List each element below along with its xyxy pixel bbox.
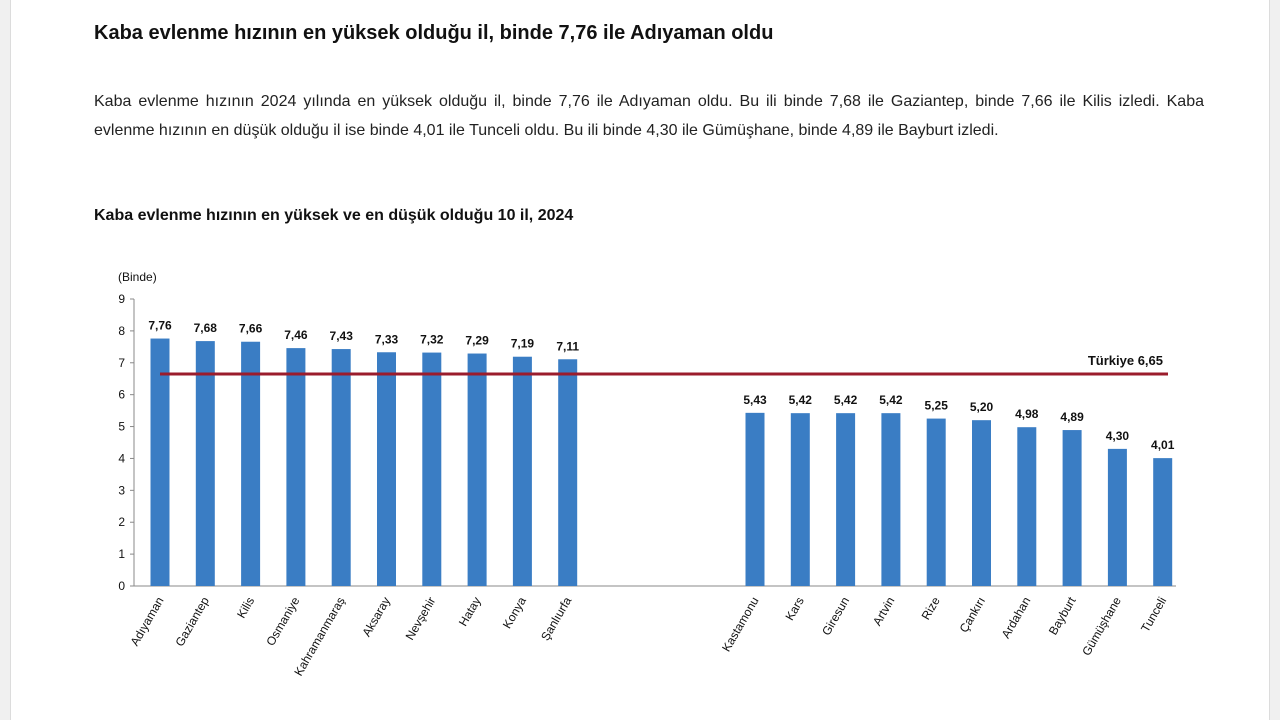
category-label: Aksaray xyxy=(359,595,393,640)
data-label: 7,76 xyxy=(148,319,172,333)
category-label: Gümüşhane xyxy=(1079,594,1124,658)
category-label: Kilis xyxy=(234,595,257,621)
bar-rize xyxy=(926,418,946,586)
category-label: Tunceli xyxy=(1138,595,1169,635)
data-label: 5,42 xyxy=(879,393,903,407)
category-label: Kars xyxy=(782,595,806,623)
bar-ardahan xyxy=(1017,427,1037,586)
bar-bayburt xyxy=(1062,430,1082,586)
data-label: 4,30 xyxy=(1106,429,1130,443)
y-tick-label: 9 xyxy=(118,292,125,306)
bar-adıyaman xyxy=(150,338,170,586)
category-label: Rize xyxy=(919,594,943,622)
y-tick-label: 5 xyxy=(118,420,125,434)
category-label: Artvin xyxy=(870,595,897,629)
data-label: 5,25 xyxy=(925,399,949,413)
y-tick-label: 2 xyxy=(118,515,125,529)
bar-gümüşhane xyxy=(1107,448,1127,586)
bar-giresun xyxy=(836,413,856,586)
data-label: 7,68 xyxy=(194,321,218,335)
bar-kars xyxy=(790,413,810,586)
bar-kilis xyxy=(241,341,261,586)
article-text: Kaba evlenme hızının 2024 yılında en yük… xyxy=(94,93,1204,139)
y-tick-label: 6 xyxy=(118,388,125,402)
y-tick-label: 8 xyxy=(118,324,125,338)
category-label: Kastamonu xyxy=(719,595,761,655)
bar-konya xyxy=(512,356,532,586)
data-label: 5,43 xyxy=(743,393,767,407)
data-label: 4,98 xyxy=(1015,407,1039,421)
data-label: 7,32 xyxy=(420,333,444,347)
data-label: 7,19 xyxy=(511,337,535,351)
reference-line-label: Türkiye 6,65 xyxy=(1088,353,1163,368)
y-tick-label: 1 xyxy=(118,547,125,561)
bar-nevşehir xyxy=(422,352,442,586)
bar-hatay xyxy=(467,353,487,586)
bar-artvin xyxy=(881,413,901,586)
category-label: Adıyaman xyxy=(127,595,166,649)
data-label: 5,42 xyxy=(834,393,858,407)
category-label: Konya xyxy=(500,594,529,631)
data-label: 7,33 xyxy=(375,332,399,346)
article-page xyxy=(10,0,1270,720)
category-label: Hatay xyxy=(456,595,484,629)
data-label: 7,11 xyxy=(556,339,579,353)
category-label: Şanlıurfa xyxy=(538,594,574,643)
data-label: 7,43 xyxy=(330,329,354,343)
category-label: Osmaniye xyxy=(263,594,302,648)
bar-gaziantep xyxy=(195,341,215,586)
y-tick-label: 0 xyxy=(118,579,125,593)
bar-kahramanmaraş xyxy=(331,349,351,586)
bar-tunceli xyxy=(1153,458,1173,586)
bar-aksaray xyxy=(377,352,396,586)
category-label: Ardahan xyxy=(999,595,1034,641)
data-label: 7,46 xyxy=(284,328,308,342)
data-label: 7,66 xyxy=(239,322,263,336)
data-label: 4,89 xyxy=(1060,410,1084,424)
data-label: 5,42 xyxy=(789,393,813,407)
bar-şanlıurfa xyxy=(558,359,578,586)
data-label: 5,20 xyxy=(970,400,994,414)
y-tick-label: 4 xyxy=(118,451,125,465)
data-label: 7,29 xyxy=(465,334,489,348)
category-label: Kahramanmaraş xyxy=(291,595,347,679)
headline: Kaba evlenme hızının en yüksek olduğu il… xyxy=(94,22,774,44)
category-label: Bayburt xyxy=(1046,594,1079,637)
category-label: Gaziantep xyxy=(172,594,212,649)
bar-kastamonu xyxy=(745,412,765,586)
category-label: Giresun xyxy=(819,595,852,638)
category-label: Çankırı xyxy=(957,595,988,636)
y-unit-label: (Binde) xyxy=(118,270,157,284)
y-tick-label: 3 xyxy=(118,483,125,497)
bar-osmaniye xyxy=(286,348,306,586)
category-label: Nevşehir xyxy=(403,595,439,643)
y-tick-label: 7 xyxy=(118,356,125,370)
chart-title: Kaba evlenme hızının en yüksek ve en düş… xyxy=(94,207,574,224)
bar-çankırı xyxy=(972,420,991,586)
data-label: 4,01 xyxy=(1151,438,1175,452)
